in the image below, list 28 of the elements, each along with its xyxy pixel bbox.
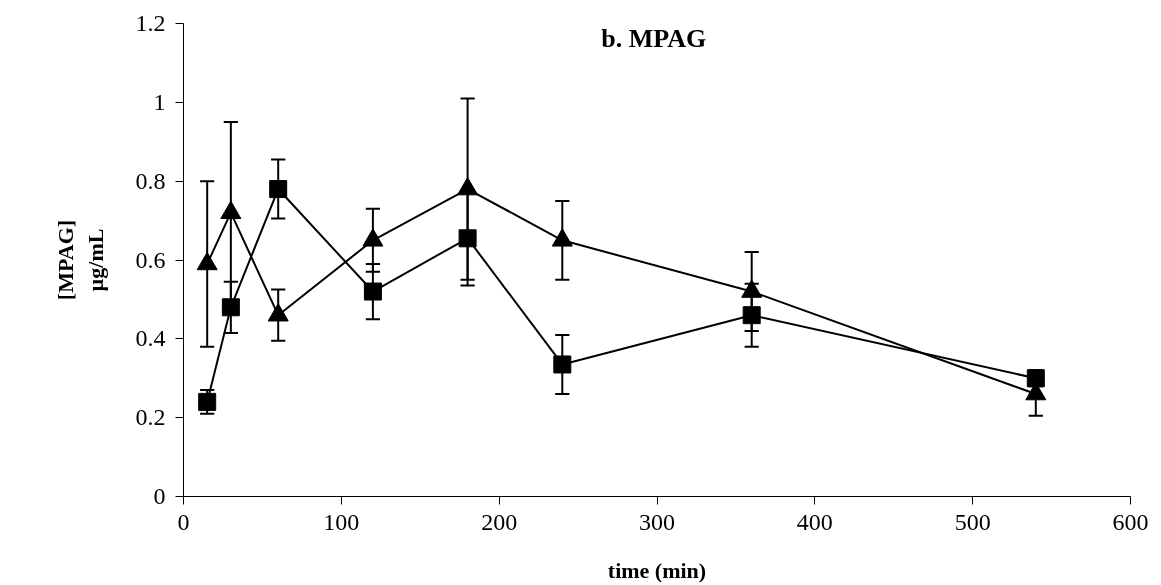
y-tick-label: 0.2 bbox=[135, 404, 166, 431]
x-tick-label: 100 bbox=[323, 508, 360, 535]
point bbox=[741, 279, 763, 298]
y-tick-label: 0.4 bbox=[135, 325, 166, 352]
x-tick-label: 600 bbox=[1112, 508, 1149, 535]
x-tick-label: 200 bbox=[481, 508, 518, 535]
point bbox=[553, 355, 572, 374]
point bbox=[198, 392, 217, 411]
point bbox=[362, 228, 384, 247]
point bbox=[551, 228, 573, 247]
point bbox=[196, 251, 218, 271]
point bbox=[363, 282, 382, 301]
y-tick-label: 1 bbox=[153, 88, 166, 115]
x-tick-label: 400 bbox=[796, 508, 833, 535]
point bbox=[457, 177, 479, 196]
x-axis-title: time (min) bbox=[607, 557, 707, 583]
chart-title: b. MPAG bbox=[601, 23, 707, 53]
point bbox=[220, 200, 242, 219]
point bbox=[221, 298, 240, 317]
point bbox=[267, 303, 289, 322]
y-tick-label: 0.6 bbox=[135, 246, 166, 273]
x-tick-label: 500 bbox=[954, 508, 991, 535]
y-tick-label: 0 bbox=[153, 483, 166, 509]
y-tick-label: 1.2 bbox=[135, 10, 166, 36]
y-tick-label: 0.8 bbox=[135, 167, 166, 194]
x-tick-label: 300 bbox=[639, 508, 675, 535]
y-axis-title: [MPAG] µg/mL bbox=[52, 219, 108, 301]
x-tick-label: 0 bbox=[177, 508, 190, 535]
